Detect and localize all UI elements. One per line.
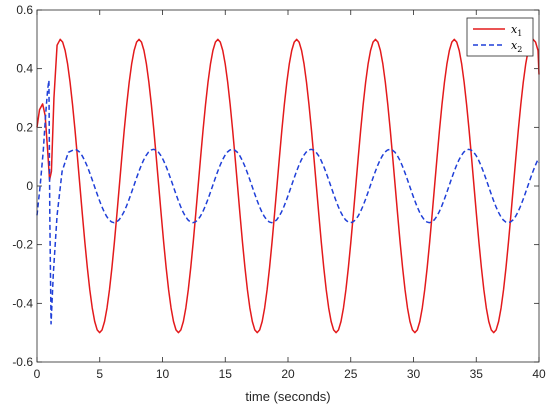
y-tick-label: -0.6 bbox=[12, 355, 33, 369]
y-tick-label: 0.6 bbox=[16, 3, 33, 17]
x-axis-label: time (seconds) bbox=[245, 389, 330, 404]
x-tick-label: 20 bbox=[281, 367, 295, 381]
y-tick-label: -0.4 bbox=[12, 296, 33, 310]
x-axis-ticks: 0 5 10 15 20 25 30 35 40 bbox=[34, 10, 546, 381]
x-tick-label: 10 bbox=[156, 367, 170, 381]
legend-box bbox=[466, 17, 534, 57]
x-tick-label: 35 bbox=[470, 367, 484, 381]
legend-entry: x1 bbox=[511, 23, 522, 38]
x-tick-label: 40 bbox=[532, 367, 546, 381]
y-tick-label: 0 bbox=[26, 179, 33, 193]
x-tick-label: 5 bbox=[96, 367, 103, 381]
series-line-1 bbox=[36, 38, 540, 334]
y-tick-label: -0.2 bbox=[12, 238, 33, 252]
x-tick-label: 25 bbox=[344, 367, 358, 381]
x-tick-label: 15 bbox=[219, 367, 233, 381]
x-tick-label: 0 bbox=[34, 367, 41, 381]
x-tick-label: 30 bbox=[407, 367, 421, 381]
plot-frame bbox=[36, 9, 540, 363]
legend-entry: x2 bbox=[511, 39, 522, 54]
y-axis-ticks: -0.6 -0.4 -0.2 0 0.2 0.4 0.6 bbox=[12, 3, 539, 369]
y-tick-label: 0.2 bbox=[16, 120, 33, 134]
y-tick-label: 0.4 bbox=[16, 62, 33, 76]
series-line-2 bbox=[36, 79, 540, 325]
series-lines bbox=[36, 38, 540, 334]
plot-area bbox=[37, 10, 539, 362]
